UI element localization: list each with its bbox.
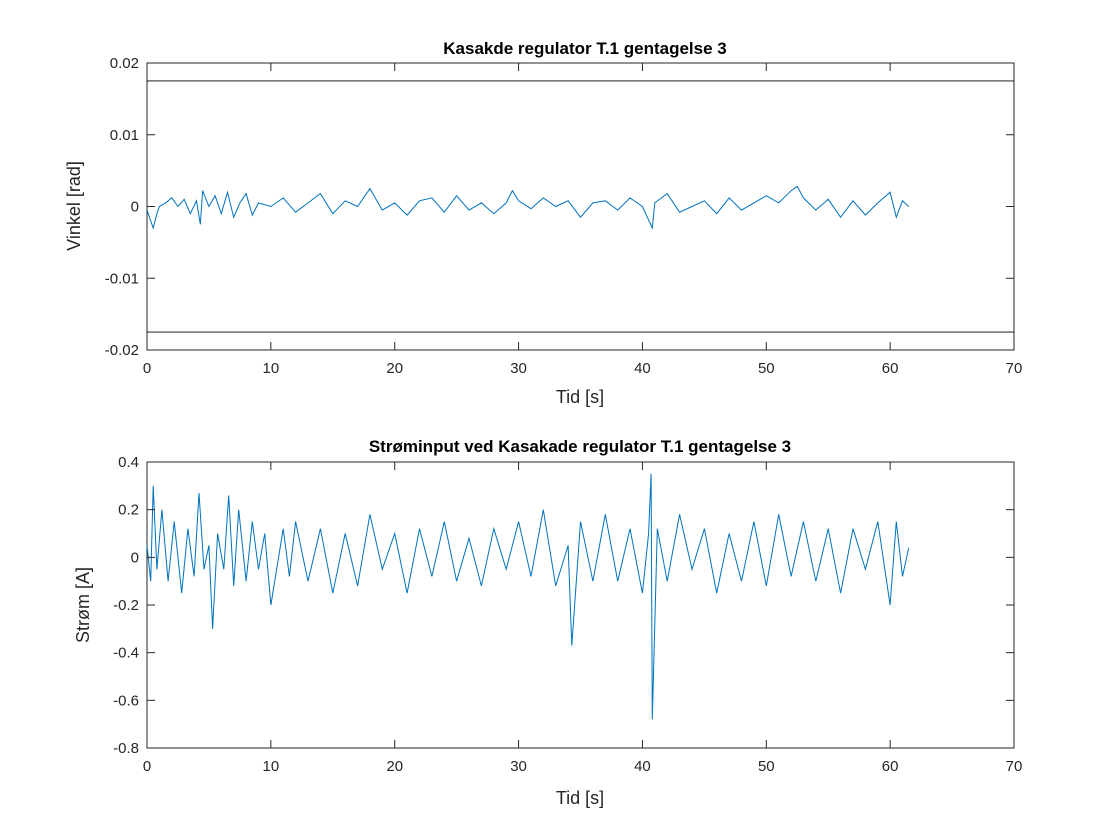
angle-x-tick-label: 60 [882, 360, 899, 377]
angle-x-tick-label: 40 [634, 360, 651, 377]
current-y-tick-label: -0.4 [113, 645, 139, 662]
current-plot-title: Strøminput ved Kasakade regulator T.1 ge… [369, 437, 791, 456]
angle-y-tick-label: 0 [131, 199, 139, 216]
current-x-tick-label: 10 [263, 758, 280, 775]
current-x-tick-label: 50 [758, 758, 775, 775]
current-series-line [146, 473, 910, 720]
current-y-tick-label: -0.8 [113, 740, 139, 757]
current-y-tick-label: 0.2 [118, 502, 139, 519]
current-y-tick-label: 0 [131, 549, 139, 566]
angle-x-axis-label: Tid [s] [556, 387, 604, 407]
angle-y-tick-label: -0.02 [105, 342, 139, 359]
current-y-axis-label: Strøm [A] [73, 567, 93, 643]
angle-y-tick-label: -0.01 [105, 270, 139, 287]
current-x-tick-label: 30 [510, 758, 527, 775]
current-y-tick-label: -0.2 [113, 597, 139, 614]
angle-plot-axes [146, 62, 1015, 351]
angle-x-tick-label: 50 [758, 360, 775, 377]
current-x-tick-label: 40 [634, 758, 651, 775]
angle-x-tick-label: 20 [386, 360, 403, 377]
current-x-tick-label: 60 [882, 758, 899, 775]
current-x-tick-label: 70 [1006, 758, 1023, 775]
angle-y-tick-label: 0.02 [110, 55, 139, 72]
current-x-tick-label: 0 [143, 758, 151, 775]
current-y-tick-label: 0.4 [118, 454, 139, 471]
current-x-axis-label: Tid [s] [556, 788, 604, 808]
angle-x-tick-label: 0 [143, 360, 151, 377]
angle-x-tick-label: 70 [1006, 360, 1023, 377]
angle-plot: Kasakde regulator T.1 gentagelse 3 0 10 20… [64, 39, 1022, 407]
angle-series-line [146, 185, 910, 230]
angle-y-ticks: -0.02 -0.01 0 0.01 0.02 [105, 55, 1014, 359]
angle-y-axis-label: Vinkel [rad] [64, 161, 84, 251]
current-y-tick-label: -0.6 [113, 692, 139, 709]
angle-x-ticks: 0 10 20 30 40 50 60 70 [143, 63, 1023, 377]
angle-plot-title: Kasakde regulator T.1 gentagelse 3 [443, 39, 726, 58]
angle-y-tick-label: 0.01 [110, 127, 139, 144]
current-x-ticks: 0 10 20 30 40 50 60 70 [143, 462, 1023, 775]
current-plot-axes [146, 461, 1015, 749]
angle-x-tick-label: 30 [510, 360, 527, 377]
current-x-tick-label: 20 [386, 758, 403, 775]
current-plot: Strøminput ved Kasakade regulator T.1 ge… [73, 437, 1022, 808]
angle-x-tick-label: 10 [263, 360, 280, 377]
current-y-ticks: -0.8 -0.6 -0.4 -0.2 0 0.2 0.4 [113, 454, 1014, 757]
angle-reference-lines [147, 80, 1014, 333]
